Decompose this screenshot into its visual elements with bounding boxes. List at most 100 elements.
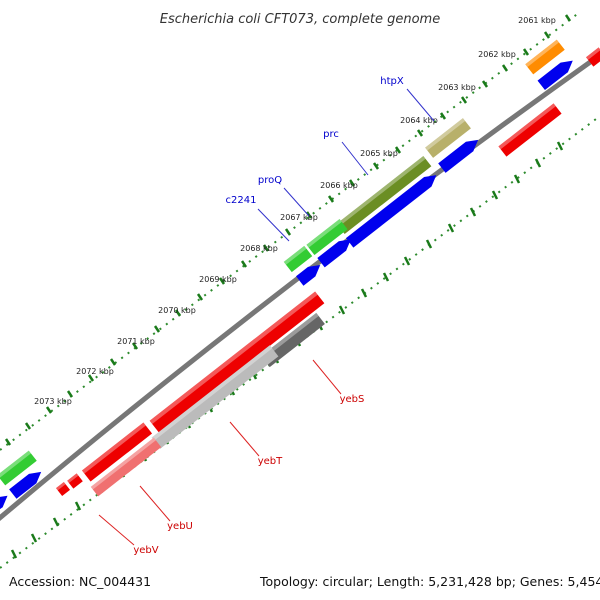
gene-label-proQ: proQ — [258, 175, 282, 186]
kbp-label: 2070 kbp — [158, 306, 196, 315]
gene-feature-yebT — [149, 291, 325, 433]
outer-ring-tick — [174, 309, 182, 317]
outer-ring-tick — [4, 438, 12, 446]
map-title: Escherichia coli CFT073, complete genome — [160, 12, 440, 27]
accession-text: Accession: NC_004431 — [9, 574, 152, 589]
gene-label-yebT: yebT — [258, 456, 283, 467]
gene-feature-small-red-highlight — [55, 481, 66, 491]
gene-feature-c2241-body — [283, 245, 313, 273]
gene-leader-line — [406, 88, 435, 122]
inner-ring-tick — [425, 239, 433, 249]
outer-ring-tick — [66, 390, 74, 398]
inner-ring-tick — [556, 141, 564, 151]
outer-ring-tick — [348, 179, 356, 187]
gene-feature-yebT-grey-highlight — [151, 345, 273, 441]
gene-feature-proQ-highlight — [306, 218, 342, 248]
kbp-label: 2072 kbp — [76, 367, 114, 376]
gene-feature-blue-body — [317, 239, 351, 268]
inner-ring-tick — [52, 517, 60, 527]
gene-feature-small-red-body — [67, 473, 83, 489]
gene-feature-yebU-body — [81, 422, 153, 482]
gene-feature-blue-body — [345, 175, 437, 248]
outer-ring-tick — [439, 112, 447, 120]
kbp-label: 2068 kbp — [240, 244, 278, 253]
gene-feature-blue — [537, 60, 573, 91]
rings-layer — [0, 11, 600, 569]
gene-feature-yebT-body — [149, 291, 325, 433]
outer-ring-tick — [543, 31, 551, 39]
gene-leader-line — [257, 208, 290, 242]
gene-feature-yebT-highlight — [149, 291, 318, 425]
outer-ring-tick — [218, 277, 226, 285]
gene-feature-red-edge-body — [586, 47, 600, 67]
gene-feature-red-upper-highlight — [498, 103, 556, 150]
outer-dotted-ring — [0, 11, 581, 451]
outer-ring-tick — [196, 293, 204, 301]
gene-feature-green-left — [0, 450, 37, 486]
gene-feature-blue — [438, 139, 479, 173]
gene-feature-blue — [9, 471, 42, 499]
gene-feature-htpX-highlight — [425, 118, 466, 151]
outer-ring-tick — [240, 260, 248, 268]
kbp-label: 2064 kbp — [400, 116, 438, 125]
gene-feature-yebS — [261, 312, 325, 368]
outer-ring-tick — [481, 80, 489, 88]
gene-feature-orange-highlight — [525, 39, 559, 68]
gene-feature-orange — [525, 39, 565, 75]
gene-leader-line — [283, 187, 310, 217]
outer-ring-tick — [262, 244, 270, 252]
gene-feature-yebS-body — [261, 312, 325, 368]
gene-feature-prc-highlight — [336, 156, 426, 227]
gene-feature-proQ — [306, 218, 348, 256]
gene-feature-green-left-highlight — [0, 450, 31, 479]
gene-feature-orange-body — [525, 39, 565, 75]
inner-ring-tick — [30, 533, 38, 543]
gene-feature-c2241 — [283, 245, 313, 273]
gene-feature-yebT-grey — [151, 345, 279, 449]
outer-ring-tick — [87, 374, 95, 382]
gene-label-yebU: yebU — [167, 521, 193, 532]
gene-feature-small-red — [67, 473, 83, 489]
inner-ring-tick — [403, 256, 411, 266]
gene-feature-blue-body — [438, 139, 479, 173]
gene-feature-blue — [296, 264, 321, 286]
gene-leader-line — [139, 485, 171, 522]
gene-feature-small-red-highlight — [67, 473, 79, 483]
genome-backbone — [0, 52, 600, 522]
gene-label-prc: prc — [323, 129, 339, 140]
gene-feature-green-left-body — [0, 450, 37, 486]
gene-feature-yebV-body — [90, 437, 162, 497]
gene-label-htpX: htpX — [380, 76, 404, 87]
gene-label-c2241: c2241 — [226, 195, 257, 206]
gene-feature-yebS-highlight — [261, 312, 319, 360]
gene-leader-line — [229, 421, 260, 457]
gene-leader-line — [312, 359, 342, 395]
gene-feature-blue-body — [537, 60, 573, 91]
gene-feature-blue — [0, 495, 8, 510]
inner-ring-tick — [469, 207, 477, 217]
gene-feature-blue — [317, 239, 351, 268]
gene-label-yebV: yebV — [133, 545, 158, 556]
kbp-label: 2061 kbp — [518, 16, 556, 25]
inner-ring-tick — [534, 158, 542, 168]
gene-leader-line — [341, 141, 369, 176]
labels-layer: 2061 kbp 2062 kbp 2063 kbp 2064 kbp 2065 kbp… — [34, 16, 556, 556]
inner-ring-tick — [382, 272, 390, 282]
outer-ring-tick — [522, 48, 530, 56]
features-layer — [0, 39, 600, 510]
inner-ring-tick — [74, 501, 82, 511]
gene-feature-htpX — [425, 118, 471, 158]
outer-ring-tick — [45, 406, 53, 414]
inner-ring-tick — [360, 288, 368, 298]
outer-ring-tick — [501, 64, 509, 72]
kbp-label: 2069 kbp — [199, 275, 237, 284]
gene-feature-htpX-body — [425, 118, 471, 158]
outer-ring-tick — [284, 228, 292, 236]
gene-feature-prc — [336, 156, 432, 234]
outer-ring-tick — [305, 211, 313, 219]
gene-feature-proQ-body — [306, 218, 348, 256]
outer-ring-tick — [460, 96, 468, 104]
gene-feature-blue-body — [9, 471, 42, 499]
gene-feature-red-edge — [586, 47, 600, 67]
